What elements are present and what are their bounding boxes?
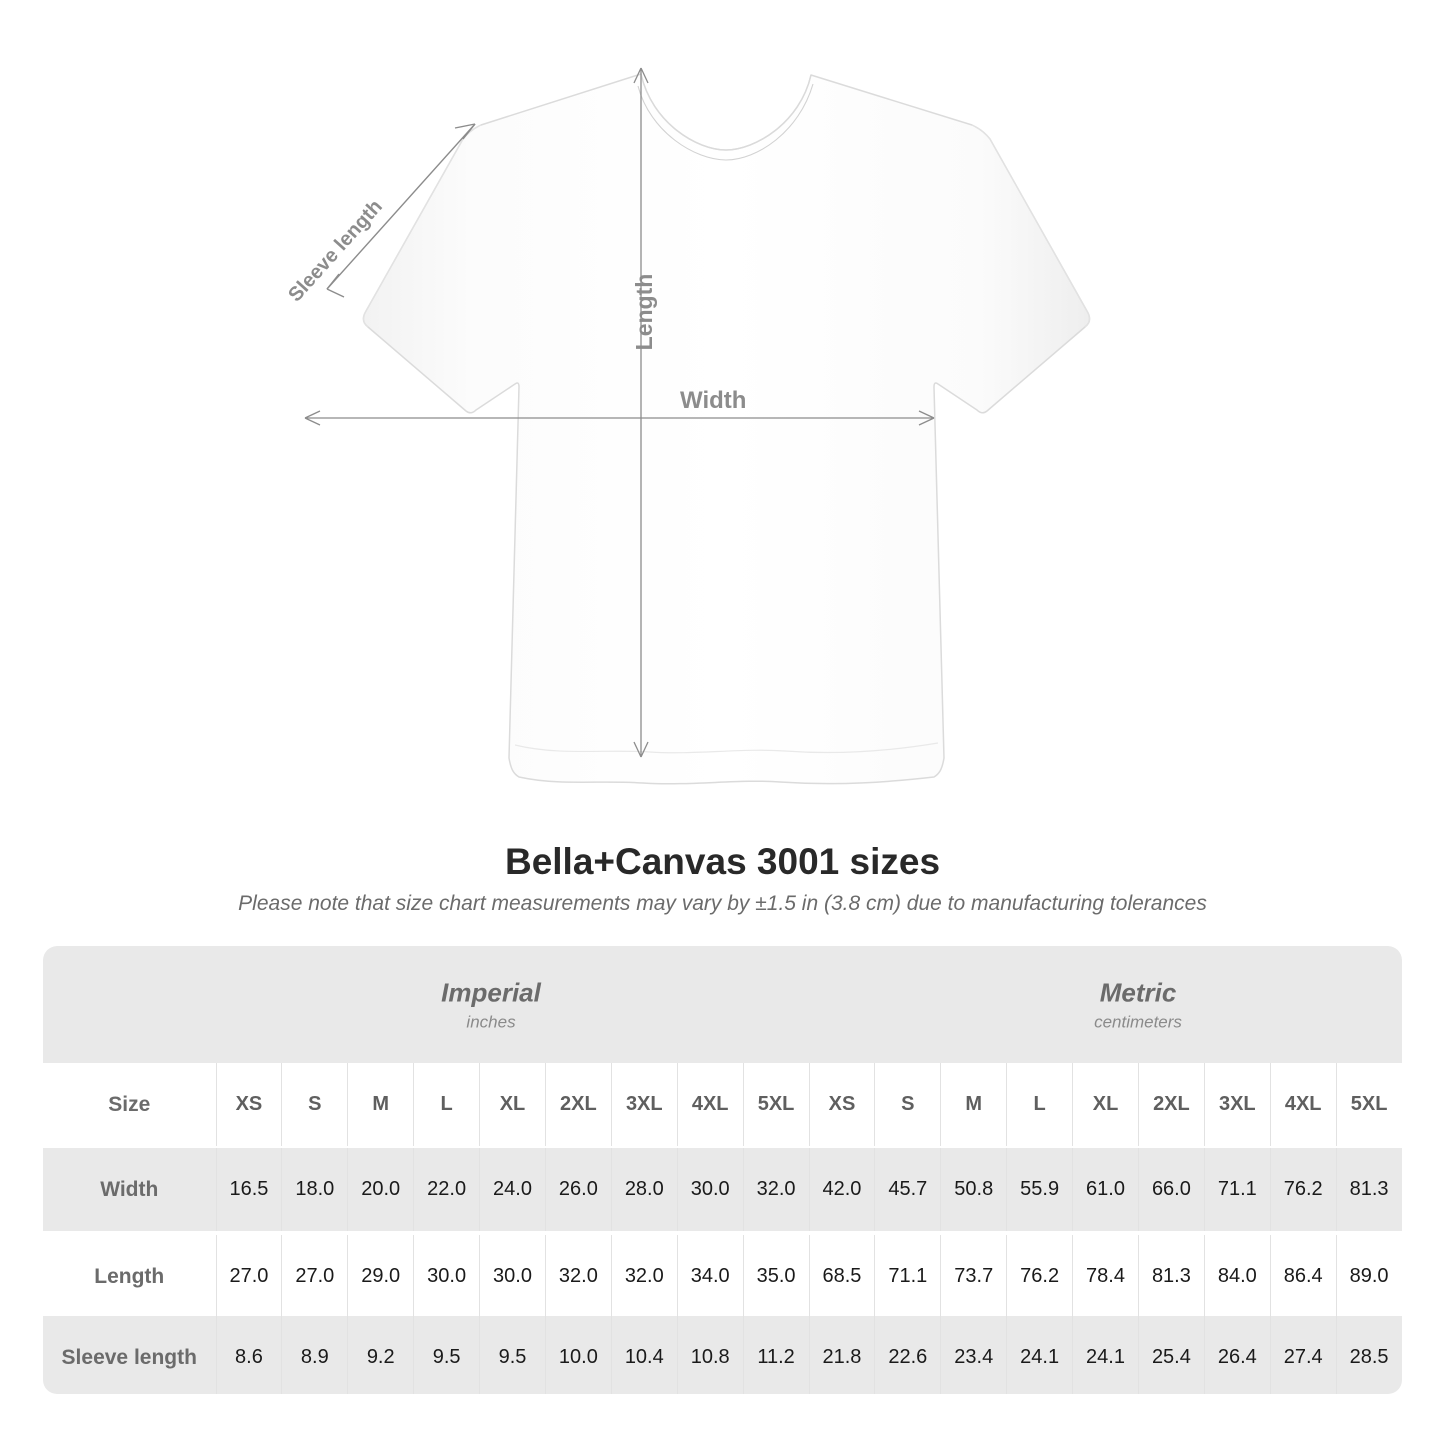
svg-text:Sleeve length: Sleeve length <box>284 196 387 307</box>
svg-text:Width: Width <box>680 387 746 414</box>
svg-text:Length: Length <box>631 274 657 351</box>
